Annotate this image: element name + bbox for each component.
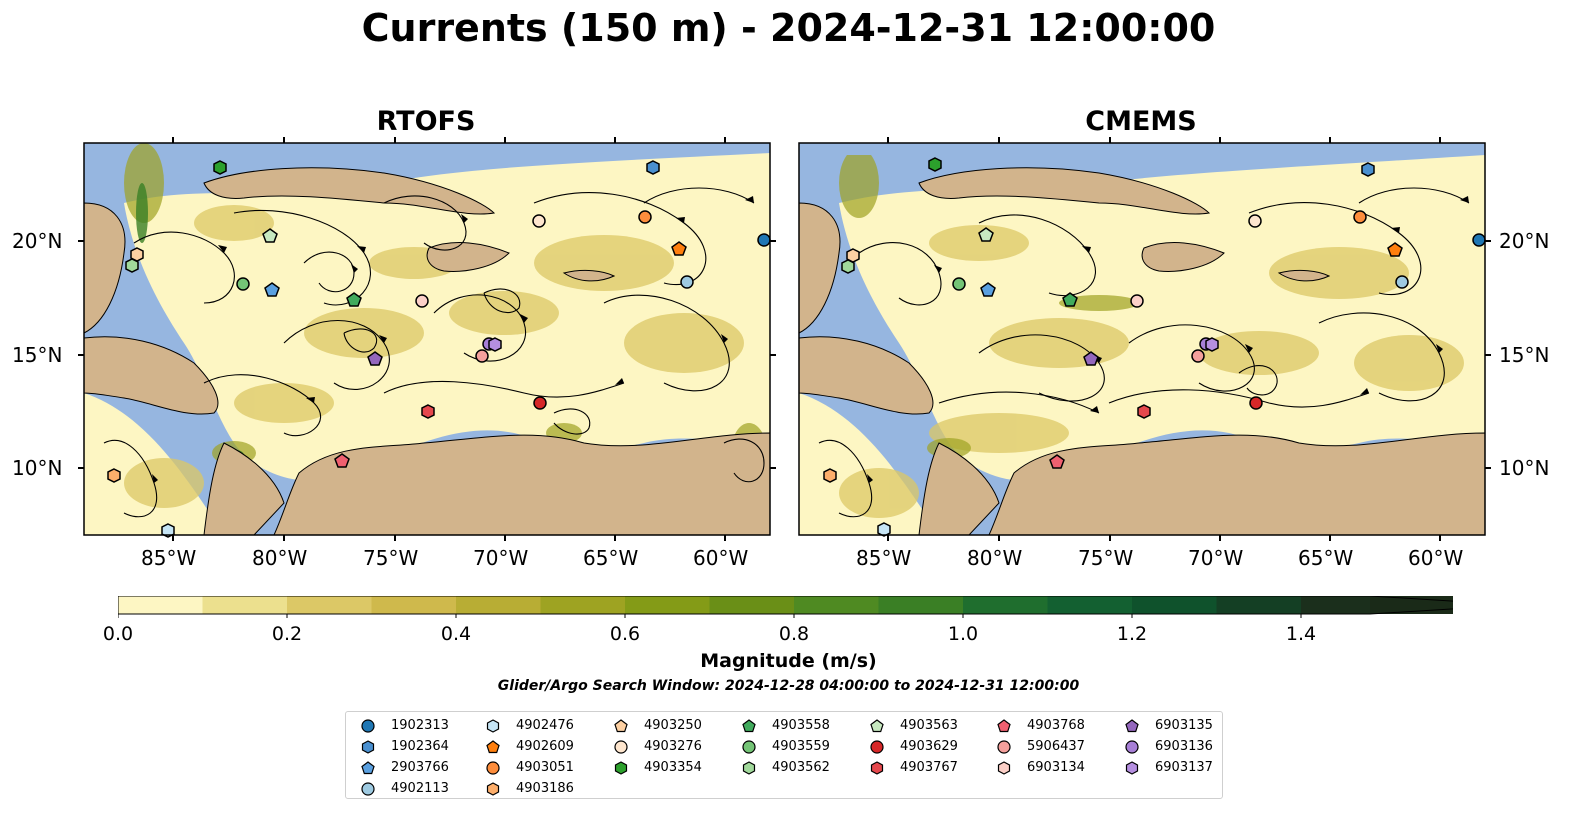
lat-label-10n-left: 10°N <box>12 456 63 480</box>
lat-label-15n-right: 15°N <box>1499 343 1550 367</box>
legend-marker-circle-icon <box>997 740 1011 754</box>
legend-marker-hexagon-icon <box>486 782 500 796</box>
colorbar-extend-arrow <box>1370 596 1453 614</box>
legend-marker-pentagon-icon <box>614 719 628 733</box>
colorbar-segment <box>963 596 1048 614</box>
legend-marker-pentagon-icon <box>870 719 884 733</box>
map-panel-cmems <box>798 137 1491 541</box>
legend-label: 6903136 <box>1155 739 1213 754</box>
search-window-text: Glider/Argo Search Window: 2024-12-28 04… <box>497 678 1080 694</box>
colorbar-label: Magnitude (m/s) <box>700 650 877 672</box>
colorbar-tick-4: 0.8 <box>778 623 810 645</box>
lon-label-70w-right: 70°W <box>1188 546 1244 570</box>
legend-marker-hexagon-icon <box>1125 761 1139 775</box>
lon-label-80w-left: 80°W <box>252 546 308 570</box>
legend-label: 6903137 <box>1155 760 1213 775</box>
panel-title-rtofs: RTOFS <box>376 106 476 137</box>
legend-label: 4903051 <box>516 760 574 775</box>
legend-label: 4903558 <box>772 718 830 733</box>
legend-marker-circle-icon <box>870 740 884 754</box>
lon-label-80w-right: 80°W <box>967 546 1023 570</box>
legend-marker-hexagon-icon <box>361 740 375 754</box>
legend-label: 6903134 <box>1027 760 1085 775</box>
legend-label: 4902476 <box>516 718 574 733</box>
legend-label: 4903767 <box>900 760 958 775</box>
colorbar-tick-2: 0.4 <box>440 623 472 645</box>
colorbar-tick-6: 1.2 <box>1116 623 1148 645</box>
legend-marker-hexagon-icon <box>870 761 884 775</box>
colorbar-tick-1: 0.2 <box>271 623 303 645</box>
lon-label-85w-left: 85°W <box>141 546 197 570</box>
lon-label-60w-right: 60°W <box>1408 546 1464 570</box>
legend-marker-circle-icon <box>486 761 500 775</box>
panel-title-cmems: CMEMS <box>1085 106 1197 137</box>
colorbar-tick-5: 1.0 <box>947 623 979 645</box>
colorbar-segment <box>709 596 795 614</box>
colorbar-segment <box>1132 596 1217 614</box>
legend-marker-hexagon-icon <box>997 761 1011 775</box>
legend-label: 4903563 <box>900 718 958 733</box>
legend-marker-hexagon-icon <box>614 761 628 775</box>
colorbar <box>118 596 1453 618</box>
lat-label-10n-right: 10°N <box>1499 456 1550 480</box>
colorbar-segment <box>1216 596 1302 614</box>
legend-marker-circle-icon <box>742 740 756 754</box>
colorbar-segment <box>287 596 372 614</box>
legend-label: 4903354 <box>644 760 702 775</box>
colorbar-segment <box>1047 596 1133 614</box>
legend-label: 1902313 <box>391 718 449 733</box>
lat-label-20n-right: 20°N <box>1499 229 1550 253</box>
lon-label-70w-left: 70°W <box>473 546 529 570</box>
lon-label-65w-right: 65°W <box>1298 546 1354 570</box>
legend-marker-pentagon-icon <box>1125 719 1139 733</box>
colorbar-segment <box>878 596 964 614</box>
legend-label: 4903768 <box>1027 718 1085 733</box>
colorbar-segment <box>540 596 626 614</box>
colorbar-tick-0: 0.0 <box>102 623 134 645</box>
lon-label-60w-left: 60°W <box>693 546 749 570</box>
colorbar-segment <box>1301 596 1386 614</box>
legend-label: 4902609 <box>516 739 574 754</box>
legend-label: 5906437 <box>1027 739 1085 754</box>
legend-label: 4902113 <box>391 781 449 796</box>
lon-label-75w-right: 75°W <box>1078 546 1134 570</box>
legend-label: 4903276 <box>644 739 702 754</box>
legend: 1902313 1902364 2903766 4902113 4902476 49026… <box>345 711 1223 799</box>
legend-marker-pentagon-icon <box>361 761 375 775</box>
colorbar-segment <box>202 596 288 614</box>
lon-label-75w-left: 75°W <box>363 546 419 570</box>
legend-marker-hexagon-icon <box>742 761 756 775</box>
colorbar-segment <box>371 596 457 614</box>
legend-label: 1902364 <box>391 739 449 754</box>
lat-label-15n-left: 15°N <box>12 343 63 367</box>
lon-label-65w-left: 65°W <box>583 546 639 570</box>
legend-marker-circle-icon <box>614 740 628 754</box>
colorbar-tick-7: 1.4 <box>1285 623 1317 645</box>
colorbar-segment <box>794 596 879 614</box>
float-markers-cmems <box>823 157 1486 537</box>
legend-label: 4903559 <box>772 739 830 754</box>
float-markers-rtofs <box>107 160 771 538</box>
legend-label: 2903766 <box>391 760 449 775</box>
legend-marker-pentagon-icon <box>742 719 756 733</box>
legend-label: 4903250 <box>644 718 702 733</box>
legend-marker-circle-icon <box>1125 740 1139 754</box>
map-panel-rtofs <box>78 137 776 541</box>
legend-label: 4903562 <box>772 760 830 775</box>
legend-marker-hexagon-icon <box>486 719 500 733</box>
colorbar-segment <box>456 596 541 614</box>
colorbar-tick-3: 0.6 <box>609 623 641 645</box>
colorbar-segment <box>625 596 710 614</box>
figure-title: Currents (150 m) - 2024-12-31 12:00:00 <box>361 6 1216 50</box>
legend-label: 4903629 <box>900 739 958 754</box>
colorbar-segment <box>118 596 203 614</box>
legend-marker-circle-icon <box>361 719 375 733</box>
legend-label: 6903135 <box>1155 718 1213 733</box>
lat-label-20n-left: 20°N <box>12 229 63 253</box>
lon-label-85w-right: 85°W <box>856 546 912 570</box>
legend-label: 4903186 <box>516 781 574 796</box>
legend-marker-pentagon-icon <box>486 740 500 754</box>
legend-marker-circle-icon <box>361 782 375 796</box>
legend-marker-pentagon-icon <box>997 719 1011 733</box>
